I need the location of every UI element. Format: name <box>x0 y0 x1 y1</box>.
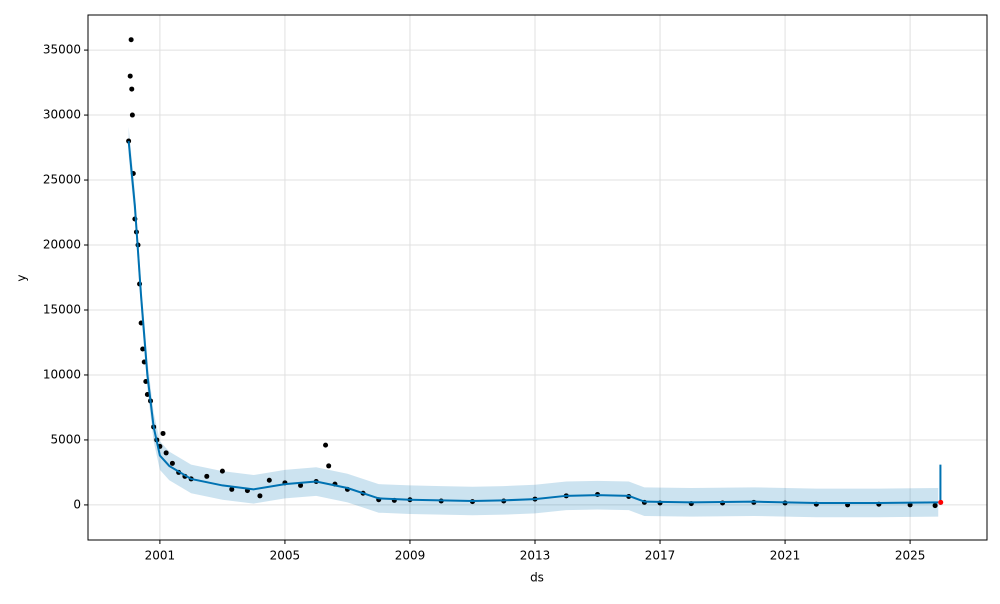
y-tick-label: 0 <box>73 497 81 511</box>
x-tick-label: 2009 <box>395 549 426 563</box>
data-point <box>204 473 210 479</box>
y-tick-label: 5000 <box>50 432 81 446</box>
y-axis-label: y <box>15 274 29 281</box>
uncertainty-band <box>128 126 939 518</box>
data-point <box>266 477 272 483</box>
x-tick-label: 2005 <box>270 549 301 563</box>
data-point <box>907 502 913 508</box>
data-point <box>326 463 332 469</box>
data-point <box>127 73 133 79</box>
y-tick-label: 10000 <box>43 367 81 381</box>
data-point <box>160 430 166 436</box>
data-point <box>169 460 175 466</box>
data-point <box>938 499 944 505</box>
data-point <box>298 482 304 488</box>
data-point <box>229 486 235 492</box>
data-point <box>129 86 135 92</box>
x-tick-label: 2001 <box>145 549 176 563</box>
x-tick-label: 2017 <box>645 549 676 563</box>
data-point <box>129 112 135 118</box>
data-point <box>932 503 938 509</box>
forecast-line <box>127 140 939 504</box>
data-point <box>323 442 329 448</box>
x-tick-label: 2025 <box>895 549 926 563</box>
y-tick-label: 15000 <box>43 302 81 316</box>
data-point <box>140 346 146 352</box>
plot-frame <box>87 14 988 541</box>
y-tick-label: 25000 <box>43 173 81 187</box>
data-point <box>126 138 132 144</box>
data-point <box>219 468 225 474</box>
data-point <box>163 450 169 456</box>
data-point <box>257 493 263 499</box>
y-tick-label: 35000 <box>43 43 81 57</box>
x-axis-label: ds <box>530 571 544 585</box>
data-point <box>128 37 134 43</box>
x-tick-label: 2021 <box>770 549 801 563</box>
y-tick-label: 30000 <box>43 108 81 122</box>
y-tick-label: 20000 <box>43 238 81 252</box>
x-tick-label: 2013 <box>520 549 551 563</box>
